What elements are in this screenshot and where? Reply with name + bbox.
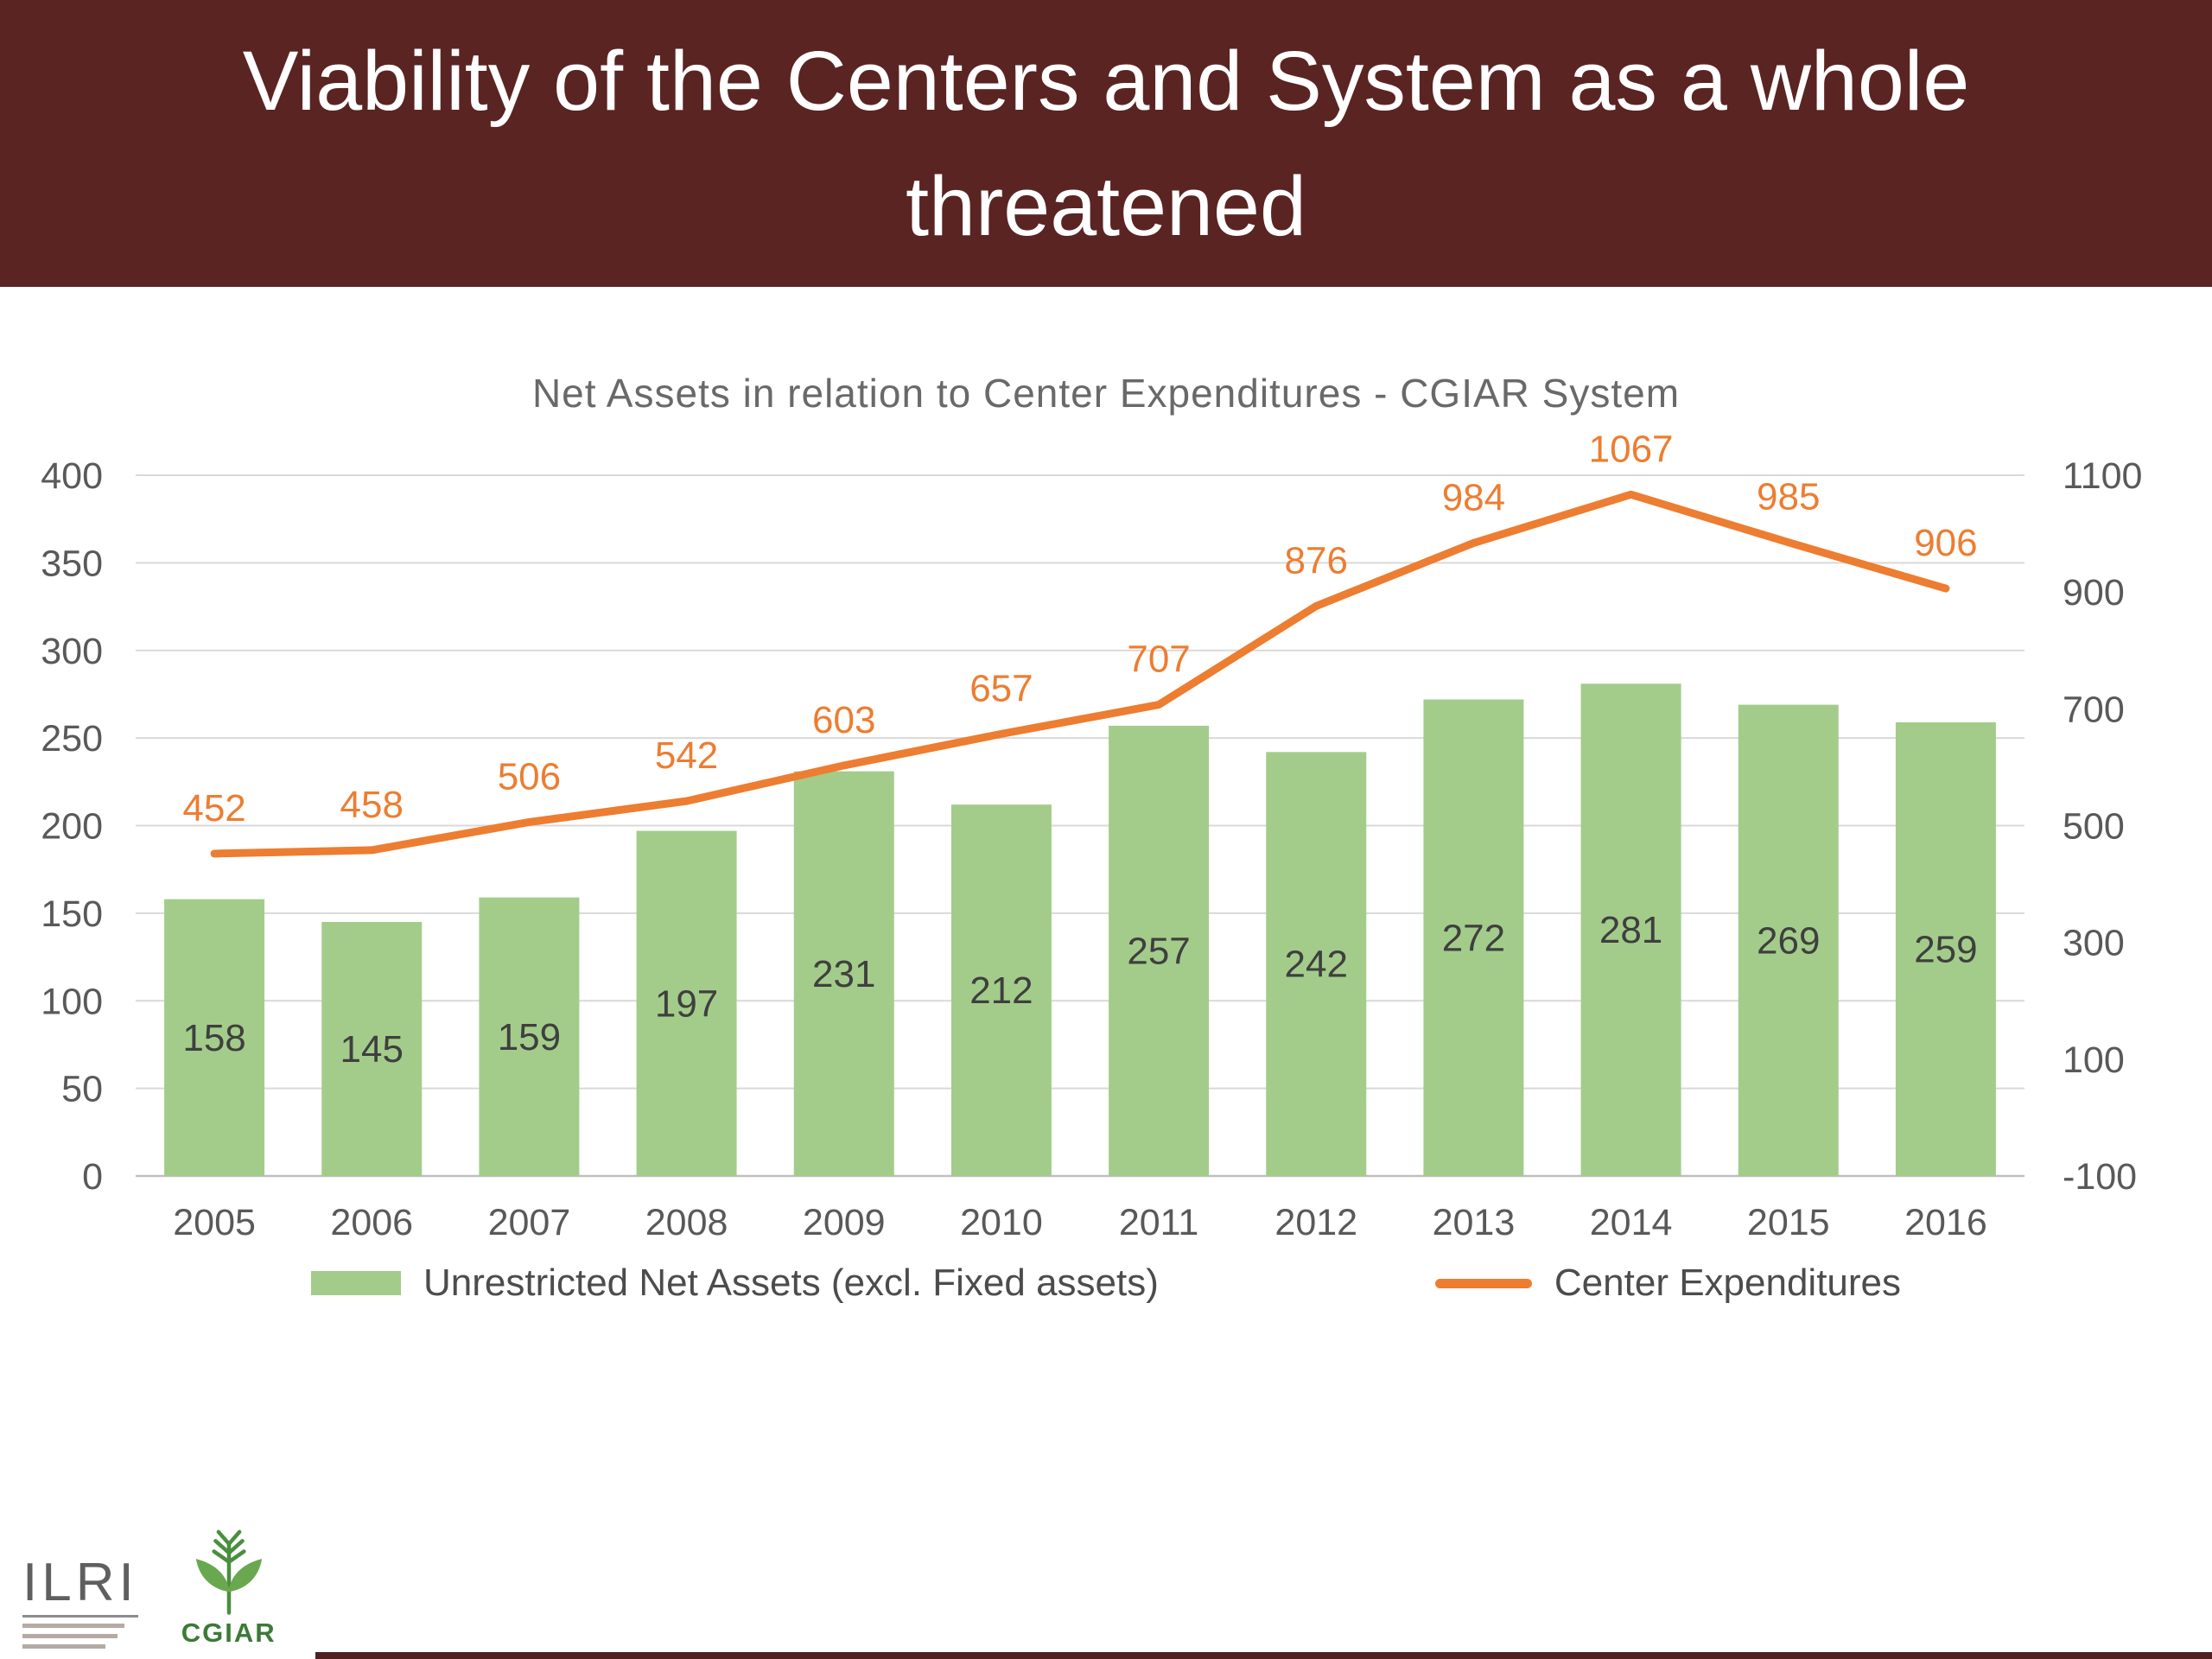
right-axis-tick: 100 — [2063, 1039, 2125, 1081]
chart-canvas: 0 50 100 150 200 250 300 350 400 -100 100 300 500 700… — [41, 428, 2142, 1243]
bar — [1580, 683, 1681, 1176]
bar — [164, 899, 265, 1176]
ilri-wordmark: ILRI — [22, 1552, 138, 1618]
line-value-label: 906 — [1914, 522, 1977, 564]
bar — [1895, 721, 1996, 1176]
line-value-label: 542 — [655, 734, 718, 777]
slide-header: Viability of the Centers and System as a… — [0, 0, 2212, 287]
net-assets-swatch — [310, 1271, 401, 1295]
line-value-label: 1067 — [1589, 428, 1674, 470]
slide-title-line1: Viability of the Centers and System as a… — [242, 33, 1970, 128]
x-axis-label: 2008 — [645, 1202, 728, 1243]
legend-item-net-assets: Unrestricted Net Assets (excl. Fixed ass… — [310, 1262, 1159, 1305]
x-axis-label: 2015 — [1747, 1202, 1830, 1243]
line-value-label: 985 — [1757, 476, 1820, 518]
left-axis-tick: 300 — [41, 631, 103, 672]
bar — [793, 771, 894, 1176]
bar-value-label: 242 — [1285, 944, 1348, 986]
x-axis-label: 2010 — [960, 1202, 1043, 1243]
bar-value-label: 259 — [1914, 928, 1977, 970]
slide-title: Viability of the Centers and System as a… — [243, 18, 1970, 270]
cgiar-logo: CGIAR — [181, 1526, 276, 1649]
footer-logos: ILRI CGIAR — [22, 1526, 276, 1649]
right-axis-tick: 1100 — [2063, 455, 2142, 497]
x-axis-label: 2014 — [1590, 1202, 1673, 1243]
line-value-label: 657 — [969, 667, 1033, 709]
bar-value-label: 281 — [1599, 909, 1662, 951]
bottom-accent-strip — [315, 1652, 2212, 1659]
legend-label-net-assets: Unrestricted Net Assets (excl. Fixed ass… — [423, 1262, 1159, 1304]
right-axis-tick: 700 — [2063, 689, 2125, 730]
bar — [1266, 752, 1367, 1176]
bar-value-label: 272 — [1442, 917, 1505, 959]
bar-value-label: 231 — [812, 953, 875, 995]
left-axis-tick: 350 — [41, 543, 103, 584]
line-value-label: 876 — [1285, 539, 1348, 582]
slide-title-line2: threatened — [906, 159, 1306, 253]
bar-value-label: 158 — [182, 1017, 245, 1059]
bar — [636, 830, 737, 1176]
right-axis-tick: 900 — [2063, 572, 2125, 613]
chart-legend: Unrestricted Net Assets (excl. Fixed ass… — [0, 1262, 2212, 1305]
bar — [1423, 699, 1524, 1176]
x-axis-label: 2009 — [803, 1202, 886, 1243]
line-value-label: 506 — [498, 755, 561, 798]
line-value-label: 707 — [1127, 639, 1190, 681]
cgiar-wordmark: CGIAR — [181, 1618, 276, 1648]
left-axis-tick: 0 — [82, 1156, 103, 1198]
left-axis-tick: 400 — [41, 455, 103, 497]
right-axis-tick: 500 — [2063, 806, 2125, 848]
right-axis-tick: -100 — [2063, 1156, 2137, 1198]
legend-item-expenditures: Center Expenditures — [1434, 1262, 1902, 1305]
bar — [1738, 704, 1839, 1176]
x-axis-label: 2007 — [488, 1202, 571, 1243]
bar-value-label: 269 — [1757, 919, 1820, 962]
line-value-label: 603 — [812, 699, 875, 741]
right-axis-tick: 300 — [2063, 923, 2125, 964]
bar-value-label: 145 — [340, 1028, 404, 1071]
bar-value-label: 257 — [1127, 930, 1190, 972]
ilri-tagline-lines — [22, 1618, 138, 1649]
line-value-label: 458 — [340, 784, 404, 826]
left-axis-tick: 150 — [41, 893, 103, 935]
bar-value-label: 197 — [655, 982, 718, 1025]
x-axis-label: 2016 — [1904, 1202, 1987, 1243]
bar — [321, 922, 423, 1176]
cgiar-plant-icon — [195, 1529, 262, 1615]
x-axis-label: 2006 — [330, 1202, 413, 1243]
bar-value-label: 159 — [498, 1016, 561, 1058]
expenditures-line — [210, 490, 1950, 858]
x-axis-label: 2012 — [1274, 1202, 1357, 1243]
line-value-label: 452 — [182, 787, 245, 830]
x-axis-label: 2013 — [1433, 1202, 1516, 1243]
bar — [479, 897, 580, 1176]
x-axis-label: 2011 — [1119, 1202, 1198, 1243]
bar — [950, 804, 1052, 1176]
left-axis-tick: 100 — [41, 981, 103, 1022]
bar — [1109, 725, 1210, 1176]
left-axis-tick: 200 — [41, 806, 103, 848]
left-axis-tick: 50 — [61, 1069, 103, 1110]
line-value-label: 984 — [1442, 476, 1505, 518]
left-axis-tick: 250 — [41, 718, 103, 760]
legend-label-expenditures: Center Expenditures — [1554, 1262, 1902, 1304]
bar-value-label: 212 — [969, 969, 1033, 1012]
expenditures-swatch — [1434, 1278, 1532, 1288]
ilri-logo: ILRI — [22, 1552, 138, 1649]
x-axis-label: 2005 — [173, 1202, 256, 1243]
chart-title: Net Assets in relation to Center Expendi… — [531, 371, 1681, 416]
